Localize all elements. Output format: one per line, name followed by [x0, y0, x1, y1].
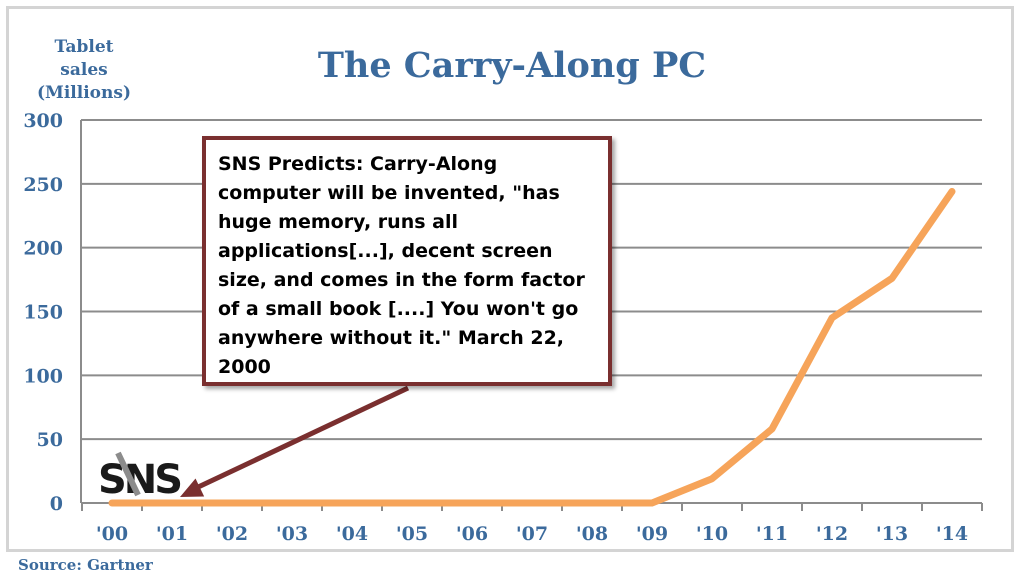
- y-axis-label: sales: [60, 60, 107, 80]
- x-tick-label: '04: [336, 523, 368, 545]
- y-tick-label: 300: [23, 110, 63, 132]
- annotation-arrowhead: [180, 478, 205, 497]
- annotation-callout: SNS Predicts: Carry-Along computer will …: [202, 136, 612, 386]
- y-axis-label: Tablet: [54, 37, 113, 57]
- x-tick-label: '12: [816, 523, 848, 545]
- x-tick-label: '11: [756, 523, 788, 545]
- x-tick-label: '03: [276, 523, 308, 545]
- x-tick-label: '02: [216, 523, 248, 545]
- y-axis-label: (Millions): [37, 83, 131, 103]
- source-note: Source: Gartner: [18, 556, 153, 574]
- y-tick-label: 100: [23, 365, 63, 387]
- sns-logo-slash: [115, 451, 141, 497]
- x-tick-label: '09: [636, 523, 668, 545]
- y-tick-label: 250: [23, 174, 63, 196]
- chart-title: The Carry-Along PC: [318, 45, 706, 86]
- x-tick-label: '08: [576, 523, 608, 545]
- annotation-arrow: [192, 385, 410, 492]
- x-tick-label: '05: [396, 523, 428, 545]
- x-tick-label: '07: [516, 523, 548, 545]
- y-tick-label: 0: [50, 493, 63, 515]
- y-tick-label: 150: [23, 302, 63, 324]
- x-tick-label: '00: [96, 523, 128, 545]
- x-tick-label: '10: [696, 523, 728, 545]
- x-tick-label: '06: [456, 523, 488, 545]
- sns-logo: SNS: [98, 457, 180, 503]
- x-tick-label: '01: [156, 523, 188, 545]
- annotation-text: SNS Predicts: Carry-Along computer will …: [218, 153, 585, 378]
- y-tick-label: 200: [23, 238, 63, 260]
- x-tick-label: '13: [876, 523, 908, 545]
- chart-frame: [6, 6, 1014, 552]
- series-line: [108, 187, 956, 507]
- x-tick-label: '14: [936, 523, 968, 545]
- y-tick-label: 50: [37, 429, 63, 451]
